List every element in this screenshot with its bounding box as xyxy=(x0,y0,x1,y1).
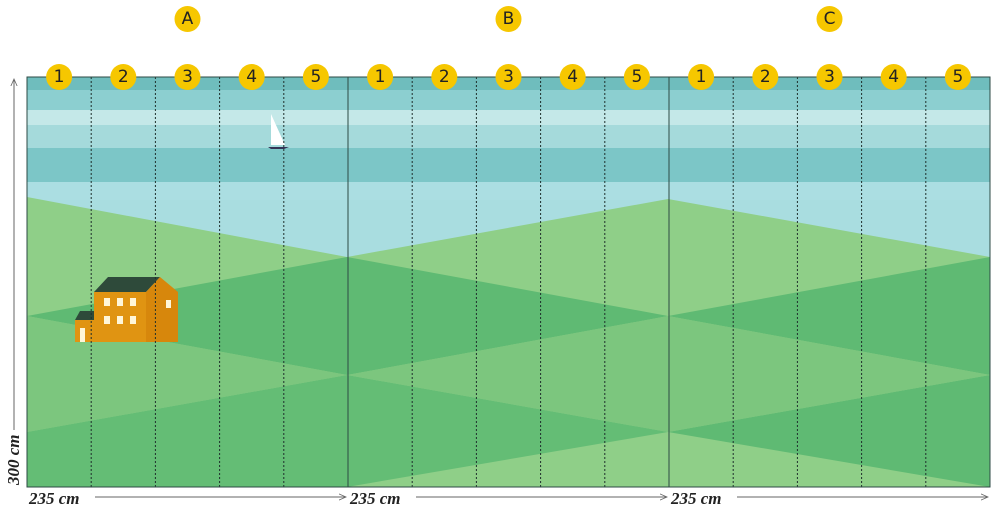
strip-number: 2 xyxy=(118,67,129,87)
section-label: B xyxy=(503,9,515,29)
strip-badge xyxy=(559,64,586,90)
section-label: A xyxy=(182,9,194,29)
strip-badge xyxy=(238,64,265,90)
strip-number: 2 xyxy=(760,67,771,87)
strip-number: 4 xyxy=(567,67,578,87)
width-label: 235 cm xyxy=(28,489,80,508)
width-label: 235 cm xyxy=(349,489,401,508)
strip-badge xyxy=(110,64,137,90)
strip-number: 2 xyxy=(439,67,450,87)
section-badge xyxy=(174,6,201,32)
height-label: 300 cm xyxy=(4,434,23,486)
width-label: 235 cm xyxy=(670,489,722,508)
strip-number: 3 xyxy=(503,67,514,87)
section-label: C xyxy=(824,9,836,29)
strip-number: 5 xyxy=(631,67,642,87)
strip-number: 1 xyxy=(696,67,707,87)
strip-number: 3 xyxy=(182,67,193,87)
strip-badge xyxy=(46,64,73,90)
strip-badge xyxy=(367,64,394,90)
strip-badge xyxy=(880,64,907,90)
strip-badge xyxy=(302,64,329,90)
strip-number: 5 xyxy=(952,67,963,87)
strip-number: 1 xyxy=(54,67,65,87)
strip-badge xyxy=(688,64,715,90)
section-badge xyxy=(816,6,843,32)
section-badge xyxy=(495,6,522,32)
strip-badge xyxy=(431,64,458,90)
strip-badge xyxy=(752,64,779,90)
panel-lines xyxy=(26,76,991,488)
strip-number: 4 xyxy=(888,67,899,87)
strip-badge xyxy=(495,64,522,90)
strip-badge xyxy=(623,64,650,90)
strip-number: 4 xyxy=(246,67,257,87)
strip-number: 3 xyxy=(824,67,835,87)
house xyxy=(75,277,178,342)
strip-number: 1 xyxy=(375,67,386,87)
strip-badge xyxy=(174,64,201,90)
labels: A 1 2 3 4 5 B 1 2 3 4 5 C 1 2 3 4 5 235 cm 235 cm 235 cm xyxy=(28,6,988,508)
strip-number: 5 xyxy=(310,67,321,87)
mural xyxy=(27,77,990,487)
strip-badge xyxy=(944,64,971,90)
strip-badge xyxy=(816,64,843,90)
